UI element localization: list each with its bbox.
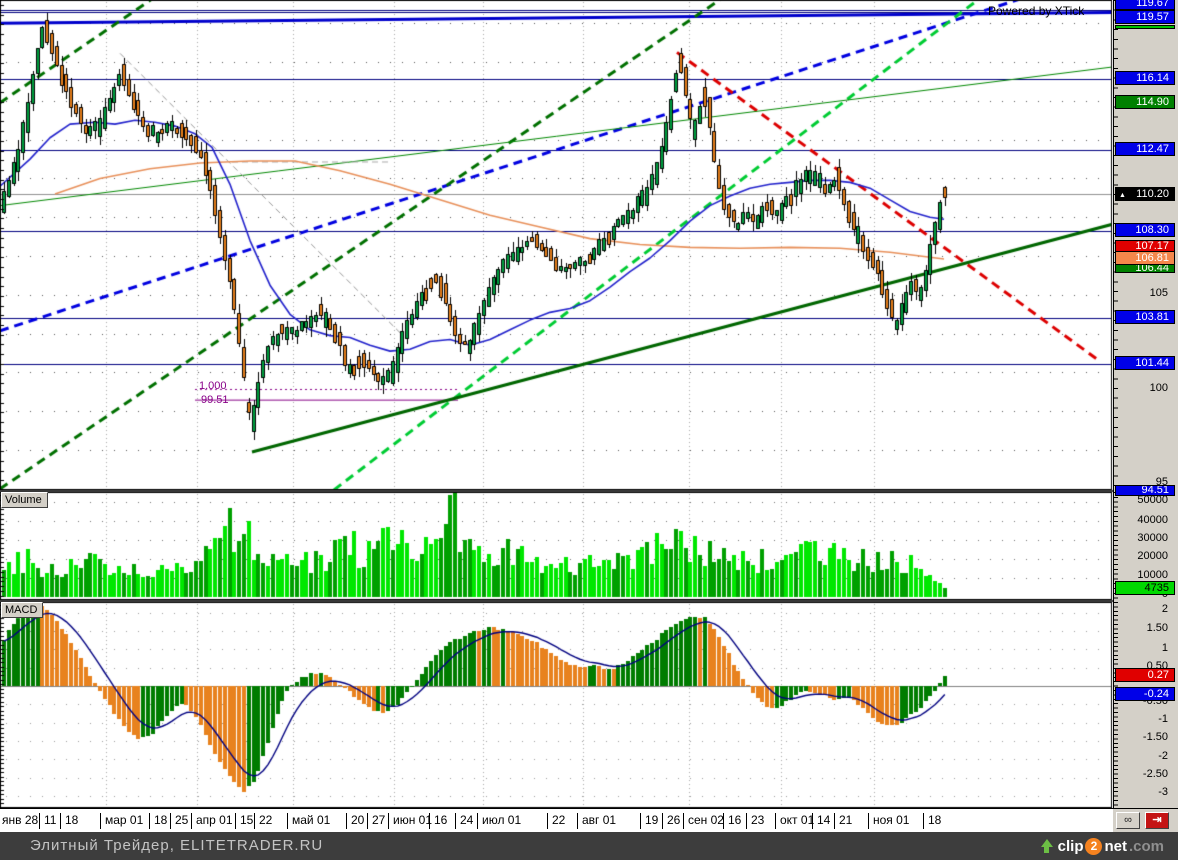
macd-panel-button[interactable]: MACD [1, 602, 44, 618]
time-axis-label: авг 01 [577, 813, 616, 829]
chart-plot-area[interactable] [0, 0, 1113, 808]
macd-axis-ticks [1114, 602, 1118, 808]
axis-tick-label: -2.50 [1142, 768, 1168, 780]
time-axis-label: апр 01 [191, 813, 233, 829]
time-axis-label: 26 [662, 813, 680, 829]
axis-tick-label: 40000 [1137, 514, 1168, 526]
fib-level-label: 1.000 [199, 380, 227, 392]
current-price-marker-icon: ▲ [1119, 192, 1126, 199]
axis-tick-label: 20000 [1137, 550, 1168, 562]
time-axis-label: 15 [235, 813, 253, 829]
price-flag: 114.90 [1115, 95, 1175, 109]
price-flag: 112.47 [1115, 142, 1175, 156]
time-axis-label: 14 [812, 813, 830, 829]
price-flag: 0.27 [1115, 668, 1175, 682]
time-axis-label: июл 01 [477, 813, 521, 829]
time-axis-label: 22 [547, 813, 565, 829]
time-axis-label: 20 [346, 813, 364, 829]
price-axis[interactable]: 105 100 95 119.67 119.57 116.14 114.90 112.47 11… [1113, 0, 1178, 808]
time-axis-label: окт 01 [775, 813, 814, 829]
time-axis-label: 24 [455, 813, 473, 829]
time-axis-label: 18 [923, 813, 941, 829]
axis-corner: ∞ ⇥ [1113, 808, 1178, 832]
time-axis-label: 25 [170, 813, 188, 829]
axis-tick-label: -3 [1158, 786, 1168, 798]
logo-number-badge: 2 [1085, 837, 1103, 855]
price-flag: 119.67 [1115, 0, 1175, 10]
price-flag: 110.20 ▲ [1115, 187, 1175, 201]
axis-tick-label: 50000 [1137, 494, 1168, 506]
logo-word-net: net [1104, 837, 1127, 855]
link-icon[interactable]: ∞ [1116, 812, 1140, 829]
axis-tick-label: -2 [1158, 750, 1168, 762]
axis-tick-label: 1.50 [1146, 622, 1168, 634]
time-axis-label: 22 [254, 813, 272, 829]
axis-tick-label: 100 [1149, 382, 1168, 394]
price-flag: 106.44 [1115, 264, 1175, 273]
volume-panel-button[interactable]: Volume [1, 492, 48, 508]
time-axis-label: 18 [60, 813, 78, 829]
price-flag: -0.24 [1115, 687, 1175, 701]
time-axis-label: 19 [640, 813, 658, 829]
time-axis-label: 11 [39, 813, 56, 829]
price-flag: 94.51 [1115, 485, 1175, 496]
time-axis-label: 23 [746, 813, 764, 829]
axis-tick-label: -1.50 [1142, 731, 1168, 743]
time-axis-label: янв 28 [2, 813, 39, 827]
price-flag: 4735 [1115, 581, 1175, 595]
axis-tick-label: 30000 [1137, 532, 1168, 544]
time-axis-label: мар 01 [100, 813, 143, 829]
time-axis[interactable]: янв 28 11 18 мар 01 18 25 апр 01 15 22 май 01 20 27… [0, 808, 1113, 832]
axis-tick-label: 1 [1161, 642, 1168, 654]
powered-by-label: Powered by XTick [988, 4, 1085, 18]
axis-tick-label: 105 [1149, 287, 1168, 299]
price-flag [1115, 25, 1175, 29]
price-flag: 106.81 [1115, 251, 1175, 265]
time-axis-label: май 01 [287, 813, 330, 829]
status-bar: Элитный Трейдер, ELITETRADER.RU clip 2 n… [0, 832, 1178, 860]
fib-price-label: 99.51 [201, 394, 229, 406]
upload-arrow-icon [1040, 839, 1053, 853]
axis-tick-label: 2 [1161, 603, 1168, 615]
logo-tld: .com [1128, 837, 1164, 855]
price-flag: 103.81 [1115, 310, 1175, 324]
time-axis-label: июн 01 [388, 813, 432, 829]
axis-tick-label: -1 [1158, 713, 1168, 725]
time-axis-label: ноя 01 [868, 813, 909, 829]
price-flag: 116.14 [1115, 71, 1175, 85]
time-axis-label: 27 [367, 813, 385, 829]
go-to-end-icon[interactable]: ⇥ [1145, 812, 1169, 829]
price-flag: 108.30 [1115, 223, 1175, 237]
clip2net-logo[interactable]: clip 2 net .com [1040, 835, 1164, 857]
time-axis-label: 18 [149, 813, 167, 829]
logo-word-clip: clip [1057, 837, 1084, 855]
time-axis-label: 16 [723, 813, 741, 829]
time-axis-label: 16 [429, 813, 447, 829]
time-axis-label: сен 02 [683, 813, 724, 829]
price-flag: 101.44 [1115, 356, 1175, 370]
site-label: Элитный Трейдер, ELITETRADER.RU [30, 837, 324, 854]
time-axis-label: 21 [834, 813, 852, 829]
axis-tick-label: 10000 [1137, 569, 1168, 581]
volume-axis-ticks [1114, 492, 1118, 600]
price-flag: 119.57 [1115, 10, 1175, 24]
